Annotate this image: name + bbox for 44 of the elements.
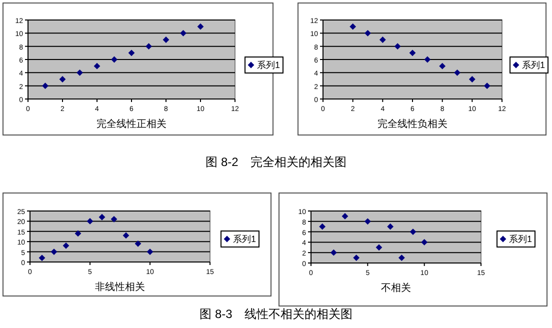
x-axis-title: 完全线性正相关	[96, 118, 166, 130]
legend-label: 系列1	[509, 234, 532, 244]
point	[122, 232, 130, 239]
point	[421, 239, 428, 246]
legend-label: 系列1	[233, 234, 256, 244]
point	[128, 50, 135, 56]
point	[62, 242, 70, 249]
point	[180, 30, 186, 36]
legend-label: 系列1	[257, 60, 280, 70]
point	[424, 56, 431, 63]
point	[350, 23, 356, 30]
point	[42, 82, 48, 90]
point	[398, 254, 405, 261]
point	[409, 50, 416, 56]
point	[74, 230, 82, 237]
point	[197, 23, 204, 30]
point	[394, 43, 401, 50]
point	[439, 62, 446, 70]
point	[38, 254, 46, 262]
x-axis-title: 非线性相关	[95, 281, 145, 293]
x-axis-title: 不相关	[381, 282, 411, 294]
point	[146, 43, 152, 50]
point	[387, 223, 394, 230]
point	[353, 254, 360, 261]
point	[110, 216, 118, 222]
point	[76, 69, 83, 76]
caption: 图 8-2 完全相关的相关图	[206, 155, 346, 169]
point	[454, 69, 460, 76]
point	[376, 244, 382, 251]
x-axis-title: 完全线性负相关	[378, 118, 448, 130]
point	[86, 218, 94, 224]
legend-label: 系列1	[522, 60, 546, 70]
point	[484, 82, 490, 90]
caption: 图 8-3 线性不相关的相关图	[200, 307, 352, 321]
point	[342, 213, 348, 220]
point	[379, 36, 386, 43]
point	[98, 214, 106, 220]
point	[94, 62, 100, 70]
point	[364, 30, 371, 36]
point	[134, 240, 142, 247]
point	[330, 249, 337, 256]
point	[364, 218, 371, 225]
point	[319, 223, 326, 230]
point	[468, 76, 476, 82]
